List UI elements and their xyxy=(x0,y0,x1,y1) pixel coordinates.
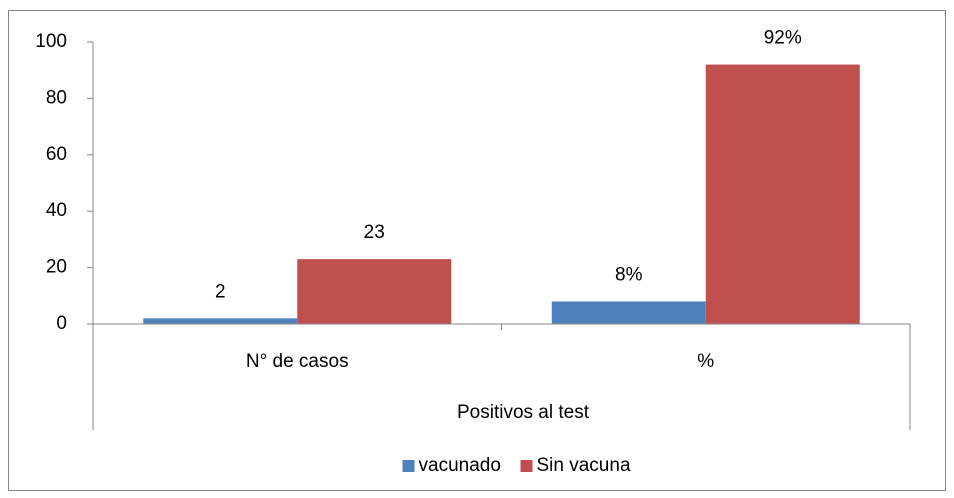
bar xyxy=(143,318,298,324)
y-tick-label: 20 xyxy=(46,257,67,278)
legend-label: Sin vacuna xyxy=(537,455,631,476)
data-label: 8% xyxy=(615,264,643,285)
legend-swatch xyxy=(520,460,533,472)
x-tick-label: N° de casos xyxy=(246,351,349,372)
y-tick-label: 40 xyxy=(46,200,67,221)
data-label: 23 xyxy=(364,222,385,243)
legend-label: vacunado xyxy=(419,455,501,476)
x-tick-label: % xyxy=(697,351,714,372)
bar xyxy=(705,64,860,324)
x-axis-title: Positivos al test xyxy=(457,402,590,423)
bar xyxy=(551,301,706,324)
y-tick-label: 80 xyxy=(46,87,67,108)
data-label: 2 xyxy=(215,281,226,302)
legend-swatch xyxy=(402,460,415,472)
y-tick-label: 100 xyxy=(35,31,67,52)
bar xyxy=(297,259,452,324)
y-tick-label: 60 xyxy=(46,144,67,165)
y-tick-label: 0 xyxy=(56,313,67,334)
data-label: 92% xyxy=(764,28,802,49)
